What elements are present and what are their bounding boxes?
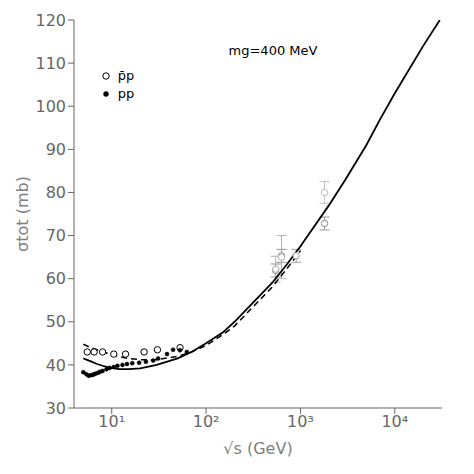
svg-text:10³: 10³ [287, 412, 314, 431]
svg-text:70: 70 [46, 226, 66, 245]
svg-text:σtot (mb): σtot (mb) [13, 176, 32, 252]
svg-text:80: 80 [46, 183, 66, 202]
svg-text:√s (GeV): √s (GeV) [223, 439, 292, 458]
svg-text:110: 110 [35, 54, 66, 73]
html-text:p̄p: p̄p [117, 68, 135, 83]
svg-text:90: 90 [46, 140, 66, 159]
svg-text:10¹: 10¹ [98, 412, 125, 431]
svg-text:100: 100 [35, 97, 66, 116]
svg-text:120: 120 [35, 11, 66, 30]
svg-text:60: 60 [46, 269, 66, 288]
svg-text:40: 40 [46, 356, 66, 375]
svg-text:10⁴: 10⁴ [381, 412, 408, 431]
html-text:mg=400 MeV: mg=400 MeV [228, 43, 318, 59]
svg-text:50: 50 [46, 312, 66, 331]
svg-text:30: 30 [46, 399, 66, 418]
svg-text:10²: 10² [193, 412, 220, 431]
html-text:pp: pp [117, 86, 135, 101]
